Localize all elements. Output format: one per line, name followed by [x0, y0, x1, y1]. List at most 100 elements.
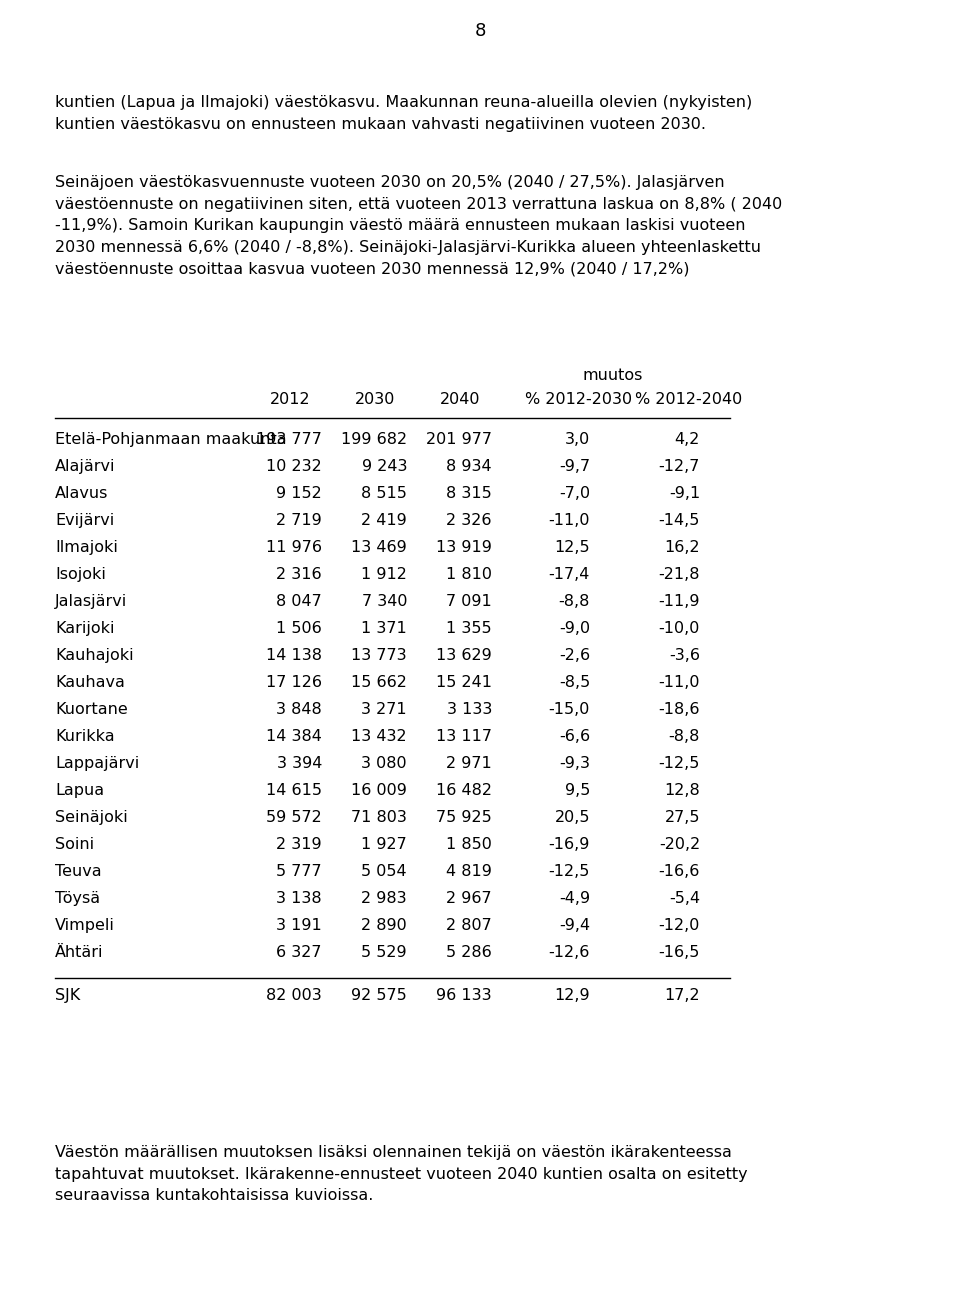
Text: 13 432: 13 432 — [351, 729, 407, 744]
Text: -9,3: -9,3 — [559, 755, 590, 771]
Text: Evijärvi: Evijärvi — [55, 513, 114, 528]
Text: 12,5: 12,5 — [554, 540, 590, 556]
Text: 2 719: 2 719 — [276, 513, 322, 528]
Text: 8: 8 — [474, 22, 486, 40]
Text: Etelä-Pohjanmaan maakunta: Etelä-Pohjanmaan maakunta — [55, 432, 287, 447]
Text: 5 286: 5 286 — [446, 945, 492, 961]
Text: -20,2: -20,2 — [659, 837, 700, 851]
Text: 9,5: 9,5 — [564, 783, 590, 798]
Text: Kauhava: Kauhava — [55, 675, 125, 691]
Text: 3 080: 3 080 — [361, 755, 407, 771]
Text: -8,8: -8,8 — [559, 594, 590, 609]
Text: % 2012-2030: % 2012-2030 — [525, 392, 632, 408]
Text: 2 419: 2 419 — [361, 513, 407, 528]
Text: 9 152: 9 152 — [276, 485, 322, 501]
Text: Alajärvi: Alajärvi — [55, 459, 115, 474]
Text: 17,2: 17,2 — [664, 988, 700, 1003]
Text: 2 971: 2 971 — [446, 755, 492, 771]
Text: 1 355: 1 355 — [446, 620, 492, 636]
Text: -14,5: -14,5 — [659, 513, 700, 528]
Text: 2 326: 2 326 — [446, 513, 492, 528]
Text: 5 777: 5 777 — [276, 864, 322, 879]
Text: 15 662: 15 662 — [351, 675, 407, 691]
Text: -21,8: -21,8 — [659, 567, 700, 582]
Text: -12,6: -12,6 — [548, 945, 590, 961]
Text: 3,0: 3,0 — [564, 432, 590, 447]
Text: 3 133: 3 133 — [446, 702, 492, 716]
Text: -10,0: -10,0 — [659, 620, 700, 636]
Text: 14 615: 14 615 — [266, 783, 322, 798]
Text: Kuortane: Kuortane — [55, 702, 128, 716]
Text: 16 009: 16 009 — [351, 783, 407, 798]
Text: 2 807: 2 807 — [446, 918, 492, 933]
Text: 59 572: 59 572 — [266, 810, 322, 826]
Text: 2040: 2040 — [440, 392, 481, 408]
Text: -3,6: -3,6 — [669, 648, 700, 663]
Text: 1 850: 1 850 — [446, 837, 492, 851]
Text: Jalasjärvi: Jalasjärvi — [55, 594, 128, 609]
Text: Kauhajoki: Kauhajoki — [55, 648, 133, 663]
Text: 13 629: 13 629 — [436, 648, 492, 663]
Text: 4 819: 4 819 — [446, 864, 492, 879]
Text: kuntien (Lapua ja Ilmajoki) väestökasvu. Maakunnan reuna-alueilla olevien (nykyi: kuntien (Lapua ja Ilmajoki) väestökasvu.… — [55, 95, 753, 131]
Text: -17,4: -17,4 — [548, 567, 590, 582]
Text: -9,4: -9,4 — [559, 918, 590, 933]
Text: -16,9: -16,9 — [548, 837, 590, 851]
Text: Seinäjoen väestökasvuennuste vuoteen 2030 on 20,5% (2040 / 27,5%). Jalasjärven
v: Seinäjoen väestökasvuennuste vuoteen 203… — [55, 175, 782, 276]
Text: 3 191: 3 191 — [276, 918, 322, 933]
Text: 20,5: 20,5 — [555, 810, 590, 826]
Text: Töysä: Töysä — [55, 890, 100, 906]
Text: Karijoki: Karijoki — [55, 620, 114, 636]
Text: 1 371: 1 371 — [361, 620, 407, 636]
Text: 16 482: 16 482 — [436, 783, 492, 798]
Text: -2,6: -2,6 — [559, 648, 590, 663]
Text: -11,0: -11,0 — [548, 513, 590, 528]
Text: 13 773: 13 773 — [351, 648, 407, 663]
Text: -9,0: -9,0 — [559, 620, 590, 636]
Text: -6,6: -6,6 — [559, 729, 590, 744]
Text: 15 241: 15 241 — [436, 675, 492, 691]
Text: 7 340: 7 340 — [362, 594, 407, 609]
Text: 12,8: 12,8 — [664, 783, 700, 798]
Text: 3 848: 3 848 — [276, 702, 322, 716]
Text: 2 983: 2 983 — [361, 890, 407, 906]
Text: Vimpeli: Vimpeli — [55, 918, 115, 933]
Text: -18,6: -18,6 — [659, 702, 700, 716]
Text: 27,5: 27,5 — [664, 810, 700, 826]
Text: 2 316: 2 316 — [276, 567, 322, 582]
Text: 201 977: 201 977 — [426, 432, 492, 447]
Text: 3 271: 3 271 — [361, 702, 407, 716]
Text: 8 515: 8 515 — [361, 485, 407, 501]
Text: 1 912: 1 912 — [361, 567, 407, 582]
Text: 2030: 2030 — [355, 392, 396, 408]
Text: 2 967: 2 967 — [446, 890, 492, 906]
Text: -9,1: -9,1 — [669, 485, 700, 501]
Text: 16,2: 16,2 — [664, 540, 700, 556]
Text: -12,5: -12,5 — [659, 755, 700, 771]
Text: -7,0: -7,0 — [559, 485, 590, 501]
Text: 5 054: 5 054 — [361, 864, 407, 879]
Text: 199 682: 199 682 — [341, 432, 407, 447]
Text: -9,7: -9,7 — [559, 459, 590, 474]
Text: Lapua: Lapua — [55, 783, 104, 798]
Text: 11 976: 11 976 — [266, 540, 322, 556]
Text: 8 315: 8 315 — [446, 485, 492, 501]
Text: 1 506: 1 506 — [276, 620, 322, 636]
Text: 14 138: 14 138 — [266, 648, 322, 663]
Text: Ilmajoki: Ilmajoki — [55, 540, 118, 556]
Text: 10 232: 10 232 — [266, 459, 322, 474]
Text: 82 003: 82 003 — [266, 988, 322, 1003]
Text: -11,0: -11,0 — [659, 675, 700, 691]
Text: 2 890: 2 890 — [361, 918, 407, 933]
Text: 5 529: 5 529 — [361, 945, 407, 961]
Text: Teuva: Teuva — [55, 864, 102, 879]
Text: Kurikka: Kurikka — [55, 729, 114, 744]
Text: -4,9: -4,9 — [559, 890, 590, 906]
Text: -8,5: -8,5 — [559, 675, 590, 691]
Text: Ähtäri: Ähtäri — [55, 945, 104, 961]
Text: 7 091: 7 091 — [446, 594, 492, 609]
Text: 8 047: 8 047 — [276, 594, 322, 609]
Text: -11,9: -11,9 — [659, 594, 700, 609]
Text: 96 133: 96 133 — [437, 988, 492, 1003]
Text: muutos: muutos — [583, 369, 642, 383]
